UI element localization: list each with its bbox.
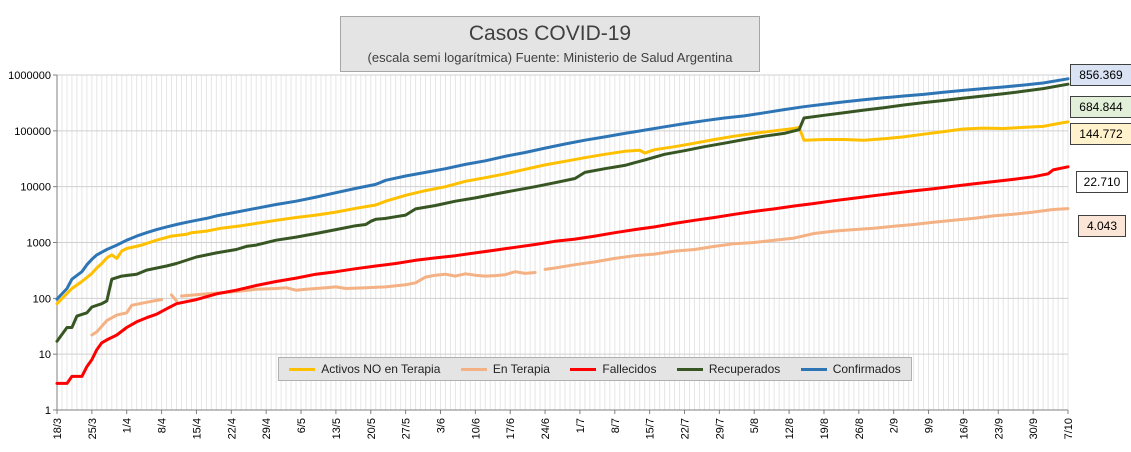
x-tick-label: 22/4 — [226, 418, 238, 439]
x-tick-label: 1/7 — [575, 418, 587, 433]
legend-swatch-activos — [289, 367, 316, 371]
x-tick-label: 22/7 — [680, 418, 692, 439]
y-tick-label: 1 — [45, 405, 51, 417]
y-tick-label: 100000 — [14, 126, 51, 138]
series-line-en-terapia — [90, 298, 164, 337]
legend-item-terapia: En Terapia — [460, 362, 550, 376]
legend-item-recuperados: Recuperados — [676, 362, 781, 376]
series-line-en-terapia — [180, 270, 537, 298]
chart-title-box: Casos COVID-19 (escala semi logarítmica)… — [340, 16, 760, 72]
x-tick-label: 15/7 — [645, 418, 657, 439]
legend-label-terapia: En Terapia — [492, 362, 550, 376]
x-tick-label: 16/9 — [958, 418, 970, 439]
series-line-recuperados — [55, 82, 1070, 343]
x-tick-label: 26/8 — [854, 418, 866, 439]
legend-swatch-recuperados — [676, 367, 703, 371]
x-tick-label: 8/4 — [157, 418, 169, 433]
x-tick-label: 18/3 — [52, 418, 64, 439]
x-tick-label: 15/4 — [191, 418, 203, 439]
x-tick-label: 6/5 — [296, 418, 308, 433]
series-line-en-terapia — [170, 293, 178, 303]
chart-subtitle: (escala semi logarítmica) Fuente: Minist… — [367, 50, 733, 65]
x-tick-label: 12/8 — [784, 418, 796, 439]
legend-swatch-confirmados — [800, 367, 827, 371]
legend-item-fallecidos: Fallecidos — [570, 362, 656, 376]
legend-swatch-terapia — [460, 367, 487, 371]
x-tick-label: 24/6 — [540, 418, 552, 439]
end-label-confirmados: 856.369 — [1070, 64, 1131, 86]
chart-legend: Activos NO en Terapia En Terapia Falleci… — [278, 357, 912, 381]
legend-item-confirmados: Confirmados — [800, 362, 901, 376]
x-tick-label: 30/9 — [1028, 418, 1040, 439]
y-tick-label: 1000000 — [8, 70, 51, 82]
y-tick-label: 10000 — [20, 182, 51, 194]
chart-title: Casos COVID-19 — [468, 22, 632, 45]
legend-label-confirmados: Confirmados — [832, 362, 901, 376]
end-label-activos: 144.772 — [1070, 123, 1131, 145]
x-tick-label: 17/6 — [505, 418, 517, 439]
x-tick-label: 5/8 — [749, 418, 761, 433]
x-tick-label: 29/4 — [261, 418, 273, 439]
x-tick-label: 23/9 — [993, 418, 1005, 439]
x-tick-label: 13/5 — [331, 418, 343, 439]
legend-item-activos: Activos NO en Terapia — [289, 362, 440, 376]
x-tick-label: 10/6 — [470, 418, 482, 439]
x-tick-label: 25/3 — [87, 418, 99, 439]
x-tick-label: 2/9 — [889, 418, 901, 433]
end-label-recuperados: 684.844 — [1070, 96, 1131, 118]
x-tick-label: 1/4 — [122, 418, 134, 433]
series-line-activos-no-en-terapia — [55, 120, 1070, 306]
x-tick-label: 7/10 — [1063, 418, 1075, 439]
end-label-terapia: 4.043 — [1078, 215, 1126, 237]
x-tick-label: 20/5 — [366, 418, 378, 439]
end-label-fallecidos: 22.710 — [1076, 171, 1128, 193]
x-tick-label: 8/7 — [610, 418, 622, 433]
legend-label-recuperados: Recuperados — [708, 362, 781, 376]
series-line-fallecidos — [55, 165, 1070, 385]
series-line-confirmados — [55, 77, 1070, 301]
x-tick-label: 3/6 — [435, 418, 447, 433]
y-tick-label: 1000 — [27, 238, 51, 250]
x-tick-label: 29/7 — [714, 418, 726, 439]
legend-swatch-fallecidos — [570, 367, 597, 371]
legend-label-activos: Activos NO en Terapia — [321, 362, 441, 376]
series-line-en-terapia — [543, 207, 1070, 271]
x-tick-label: 9/9 — [924, 418, 936, 433]
y-tick-label: 100 — [33, 293, 51, 305]
x-tick-label: 27/5 — [401, 418, 413, 439]
x-tick-label: 19/8 — [819, 418, 831, 439]
y-tick-label: 10 — [39, 349, 51, 361]
legend-label-fallecidos: Fallecidos — [602, 362, 657, 376]
